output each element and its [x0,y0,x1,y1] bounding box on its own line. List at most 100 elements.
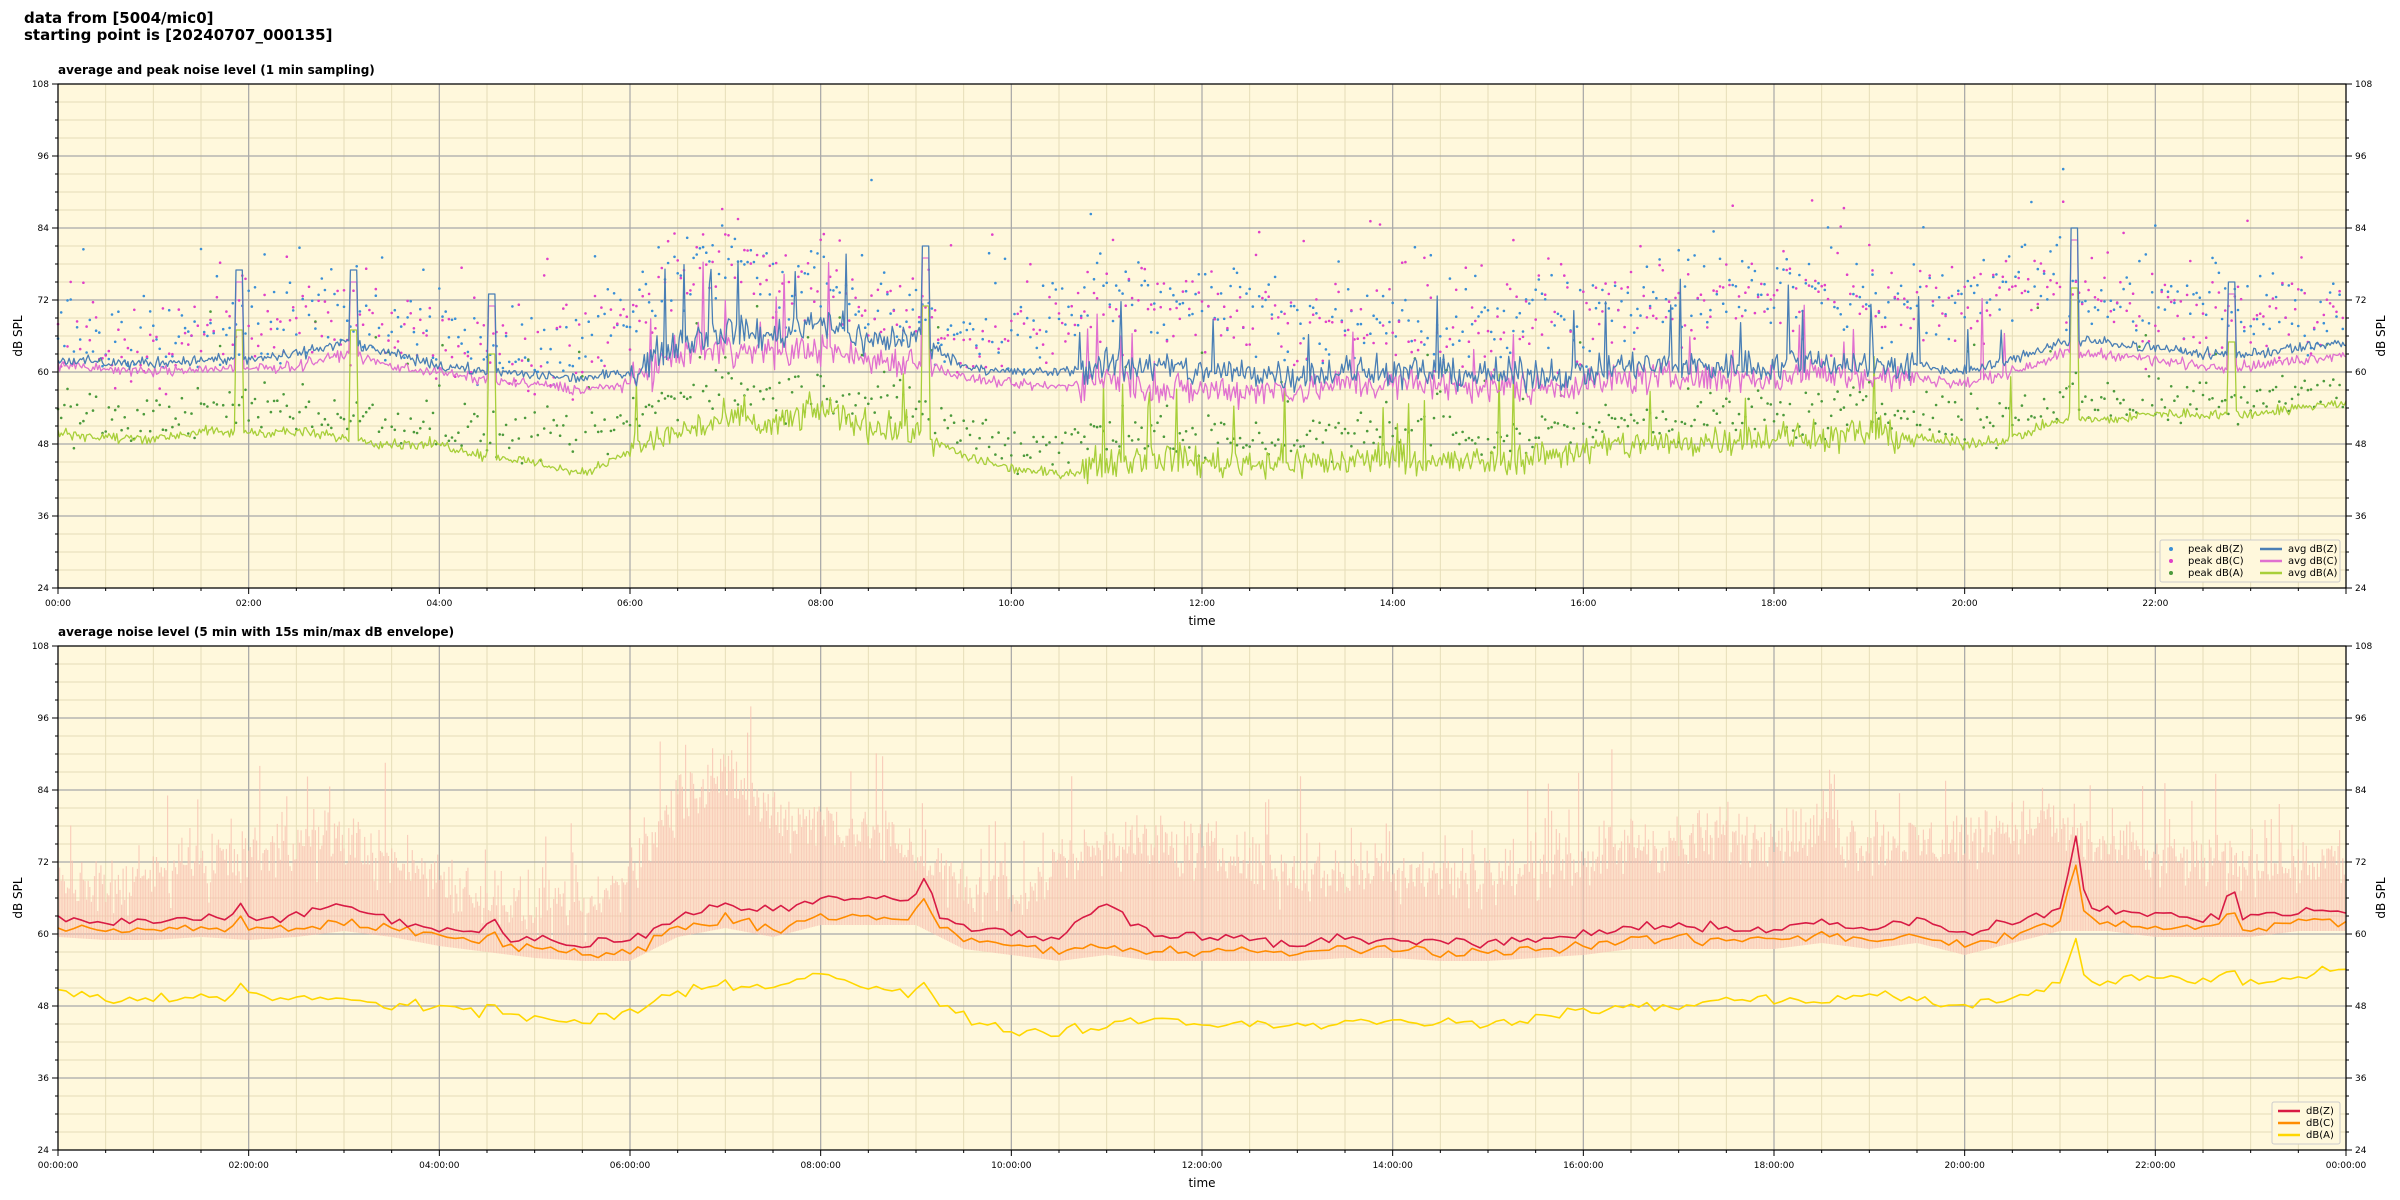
peak-point [2297,324,2300,328]
peak-point [409,299,413,303]
peak-point [1651,290,1655,294]
peak-point [1057,312,1061,315]
peak-point [1696,405,1699,408]
peak-point [1416,419,1420,423]
peak-point [450,318,454,322]
peak-point [644,405,648,409]
peak-point [244,277,247,281]
peak-point [139,363,142,367]
peak-point [1553,310,1556,314]
peak-point [1794,436,1798,439]
peak-point [2074,280,2078,284]
peak-point [1229,315,1232,319]
peak-point [2100,396,2103,399]
peak-point [479,335,482,339]
peak-point [199,247,203,251]
peak-point [1076,291,1080,295]
peak-point [2268,389,2271,393]
peak-point [199,402,203,405]
peak-point [965,328,969,332]
peak-point [822,232,826,236]
peak-point [441,318,444,322]
peak-point [1610,341,1614,344]
peak-point [1779,401,1782,404]
peak-point [330,268,333,271]
peak-point [501,366,505,370]
peak-point [2284,402,2287,405]
peak-point [1025,453,1029,457]
peak-point [1613,284,1617,288]
peak-point [2026,290,2030,294]
series-envelope [57,706,2345,961]
peak-point [1772,293,1776,297]
peak-point [1480,310,1483,314]
peak-point [1969,326,1973,330]
peak-point [336,303,339,307]
peak-point [2125,413,2128,416]
peak-point [1327,319,1331,323]
peak-point [517,303,521,307]
peak-point [2036,302,2040,306]
peak-point [1880,346,1884,350]
peak-point [2058,236,2062,239]
peak-point [1820,284,1823,288]
peak-point [1683,422,1687,426]
peak-point [276,318,279,321]
peak-point [193,320,196,323]
peak-point [860,253,864,257]
peak-point [2169,300,2173,304]
peak-point [333,292,336,296]
peak-point [2087,310,2090,313]
peak-point [2160,398,2163,401]
legend-label: avg dB(A) [2288,568,2338,579]
peak-point [333,399,336,402]
peak-point [762,254,765,258]
peak-point [1721,405,1725,408]
peak-point [562,307,565,310]
peak-point [2249,341,2252,344]
x-tick-label: 12:00:00 [1182,1161,1223,1171]
peak-point [1969,284,1973,288]
peak-point [1162,323,1166,327]
peak-point [2052,411,2055,414]
peak-point [2195,303,2198,307]
peak-point [1610,416,1614,420]
peak-point [2185,284,2189,288]
peak-point [1035,440,1039,444]
peak-point [2198,381,2202,385]
peak-point [1671,428,1674,431]
peak-point [1702,299,1706,302]
peak-point [981,329,984,333]
peak-point [1134,329,1137,333]
peak-point [263,293,266,297]
peak-point [1718,285,1722,288]
peak-point [107,406,111,409]
peak-point [1785,268,1788,272]
peak-point [1632,347,1636,351]
peak-point [1620,287,1623,290]
y-axis-label-left: dB SPL [11,877,25,919]
peak-point [1861,285,1865,289]
peak-point [94,395,98,399]
peak-point [956,370,959,374]
peak-point [2144,253,2148,256]
peak-point [2058,391,2062,394]
peak-point [1073,333,1077,337]
peak-point [803,272,807,275]
peak-point [854,404,857,407]
peak-point [2274,385,2278,389]
peak-point [778,290,781,293]
peak-point [1124,270,1127,274]
peak-point [2014,275,2017,279]
peak-point [1563,274,1566,277]
peak-point [1432,416,1436,420]
peak-point [2017,418,2020,422]
peak-point [247,419,250,422]
peak-point [1127,434,1131,438]
peak-point [565,303,568,307]
peak-point [698,356,702,359]
peak-point [1906,306,1909,309]
peak-point [2322,321,2326,325]
peak-point [2198,296,2202,300]
